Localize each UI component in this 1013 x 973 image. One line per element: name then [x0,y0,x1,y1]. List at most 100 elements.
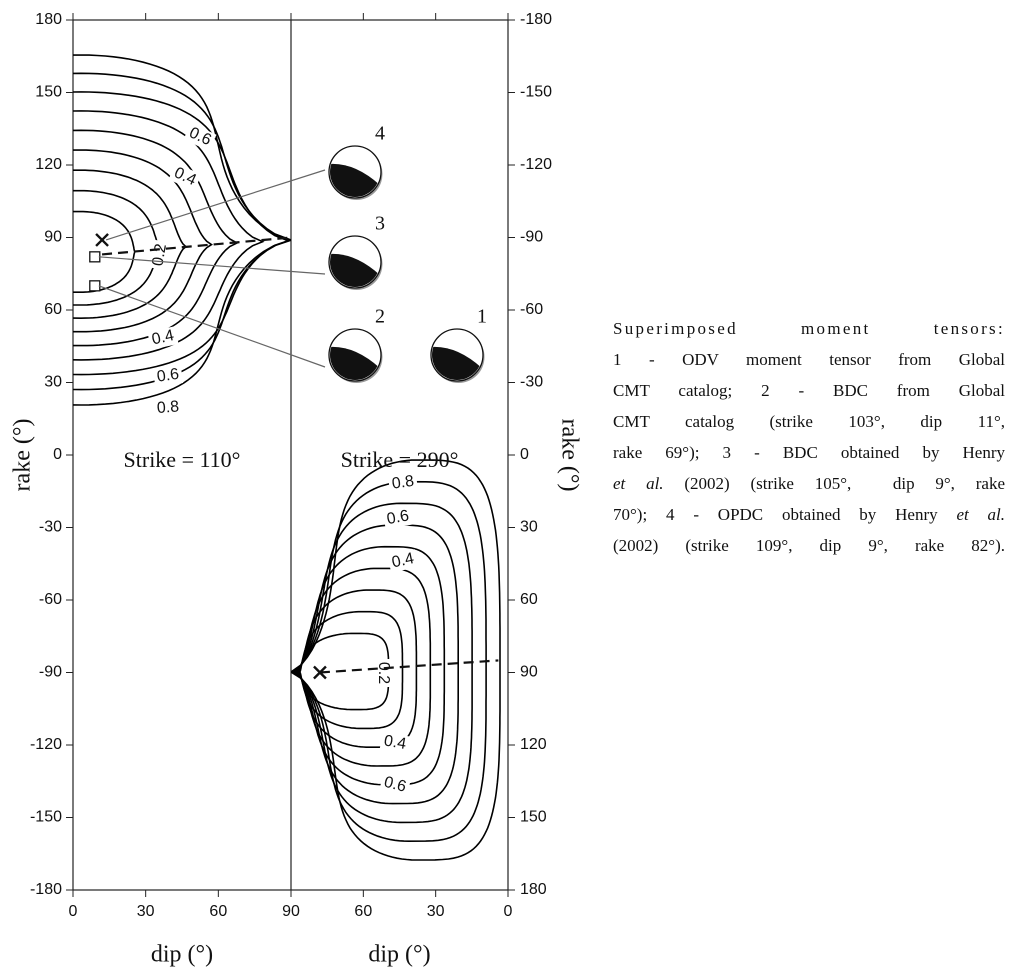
contour-label-bg [387,549,419,573]
x-tick-label: 0 [504,903,513,920]
beachball-label: 3 [375,213,385,235]
contour-label-bg [153,398,183,418]
contour-line [291,502,473,824]
contour-label: 0.8 [156,398,179,417]
x-tick-label: 30 [137,903,155,920]
trend-line [319,659,499,674]
y2-tick-label: -90 [520,229,543,246]
panel-label: Strike = 290° [341,447,459,472]
caption-line: CMT catalog; 2 - BDC from Global [613,375,1005,406]
y2-tick-label: 150 [520,809,547,826]
contour-line [73,210,136,293]
caption-text: CMT catalog; 2 - BDC from Global [613,381,1005,400]
panel-label: Strike = 110° [124,447,241,472]
caption-text: rake 69°); 3 - BDC obtained by Henry [613,443,1005,462]
connector [98,256,326,275]
y-tick-label: -180 [30,881,62,898]
beachball-label: 1 [477,306,487,328]
y-tick-label: 60 [44,301,62,318]
contour-label-bg [382,506,414,530]
caption-line: rake 69°); 3 - BDC obtained by Henry [613,437,1005,468]
x-tick-label: 60 [354,903,372,920]
y2-tick-label: -60 [520,301,543,318]
caption-text: 1 - ODV moment tensor from Global [613,350,1005,369]
y-tick-label: 120 [35,156,62,173]
contour-line [73,149,213,333]
y-tick-label: -60 [39,591,62,608]
y-tick-label: -90 [39,664,62,681]
y2-tick-label: 30 [520,519,538,536]
caption-text: (2002) (strike 105°, dip 9°, rake [663,474,1005,493]
contour-label-bg [148,239,172,271]
beachball-fill [330,163,380,197]
y2-axis-title: rake (°) [556,419,582,492]
caption-line: et al. (2002) (strike 105°, dip 9°, rake [613,468,1005,499]
y-tick-label: -120 [30,736,62,753]
y-tick-label: 150 [35,84,62,101]
contour-line [295,567,432,767]
contour-line [73,72,291,391]
contour-label-bg [147,326,179,350]
x-tick-label: 30 [427,903,445,920]
caption-text: et al. [956,505,1005,524]
contour-line [73,91,291,376]
caption-text: Superimposed moment tensors: [613,319,1005,338]
caption-line: Superimposed moment tensors: [613,313,1005,344]
y2-tick-label: -30 [520,374,543,391]
marker-square [89,251,101,263]
contour-label: 0.2 [375,662,392,684]
contour-line [291,459,501,861]
caption-text: CMT catalog (strike 103°, dip 11°, [613,412,1005,431]
contour-line [73,110,265,361]
contour-label-bg [379,772,411,798]
beachball-fill [432,346,482,380]
caption-line: CMT catalog (strike 103°, dip 11°, [613,406,1005,437]
contour-label-bg [379,731,411,755]
contour-line [73,129,239,347]
y2-tick-label: 60 [520,591,538,608]
x-axis-title: dip (°) [151,942,213,968]
contour-label: 0.8 [391,473,415,493]
caption-text: et al. [613,474,664,493]
y-tick-label: 90 [44,229,62,246]
contour-label: 0.6 [386,507,411,528]
y2-tick-label: -150 [520,84,552,101]
contour-label: 0.4 [150,327,175,348]
connector [98,285,326,368]
y2-tick-label: -180 [520,11,552,28]
y2-tick-label: 180 [520,881,547,898]
caption-line: 70°); 4 - OPDC obtained by Henry et al. [613,499,1005,530]
contour-line [73,189,162,306]
contour-label: 0.4 [390,550,415,571]
contour-label: 0.6 [156,366,180,386]
caption: Superimposed moment tensors: 1 - ODV mome… [613,313,1005,561]
y-tick-label: 0 [53,446,62,463]
y-tick-label: 180 [35,11,62,28]
contour-label: 0.4 [383,732,408,753]
beachball-fill [330,346,380,380]
beachball-fill [330,253,380,287]
beachball-label: 2 [375,306,385,328]
caption-line: 1 - ODV moment tensor from Global [613,344,1005,375]
caption-text: 70°); 4 - OPDC obtained by Henry [613,505,957,524]
contour-label-bg [168,162,202,192]
contour-label-bg [183,122,217,152]
contour-label-bg [152,365,184,387]
y2-tick-label: 90 [520,664,538,681]
y-axis-title: rake (°) [10,419,36,492]
marker-square [89,280,101,292]
contour-line [73,54,291,406]
marker-x [313,665,327,680]
contour-line [73,169,188,320]
contour-group [73,54,291,406]
y-tick-label: -150 [30,809,62,826]
x-tick-label: 60 [209,903,227,920]
contour-line [294,545,446,786]
y2-tick-label: 0 [520,446,529,463]
connector [105,169,326,241]
y-tick-label: -30 [39,519,62,536]
marker-x [95,233,109,247]
y2-tick-label: 120 [520,736,547,753]
